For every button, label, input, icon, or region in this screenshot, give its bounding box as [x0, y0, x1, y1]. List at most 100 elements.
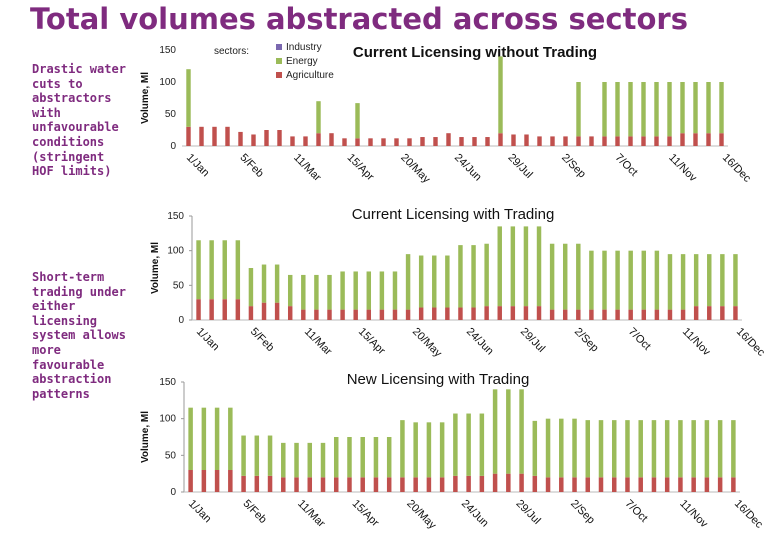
bar-energy — [523, 226, 529, 307]
bar-energy — [307, 442, 313, 478]
bar-agriculture — [329, 133, 334, 146]
x-tick-label: 24/Jun — [452, 152, 484, 184]
bar-energy — [400, 420, 405, 478]
bar-energy — [693, 82, 698, 134]
x-tick-label: 1/Jan — [184, 152, 212, 180]
chart-title: Current Licensing with Trading — [352, 206, 555, 223]
bar-agriculture — [445, 307, 450, 320]
bar-agriculture — [598, 477, 604, 492]
bar-agriculture — [355, 138, 360, 146]
bar-agriculture — [228, 470, 233, 492]
legend-item-agriculture: Agriculture — [286, 70, 334, 81]
bar-agriculture — [602, 309, 607, 320]
bar-agriculture — [392, 309, 398, 320]
bar-energy — [598, 420, 604, 478]
bar-energy — [235, 240, 241, 300]
bar-energy — [625, 420, 630, 478]
bar-agriculture — [225, 126, 230, 146]
bar-energy — [347, 437, 352, 478]
bar-energy — [355, 103, 360, 139]
bar-energy — [445, 255, 450, 308]
bar-energy — [228, 407, 233, 470]
bar-energy — [274, 264, 280, 303]
bar-agriculture — [506, 473, 511, 492]
x-tick-label: 5/Feb — [248, 326, 276, 354]
bar-agriculture — [479, 475, 485, 492]
bar-agriculture — [373, 477, 379, 492]
bar-agriculture — [281, 477, 286, 492]
bar-agriculture — [641, 309, 647, 320]
bar-agriculture — [267, 475, 273, 492]
bar-agriculture — [563, 136, 568, 146]
bar-agriculture — [680, 309, 686, 320]
bar-agriculture — [585, 477, 591, 492]
x-tick-label: 2/Sep — [559, 152, 588, 181]
bar-energy — [287, 274, 293, 307]
bar-agriculture — [706, 133, 711, 146]
bar-energy — [360, 437, 365, 478]
bar-energy — [366, 271, 372, 310]
bar-agriculture — [307, 477, 313, 492]
bar-agriculture — [333, 477, 339, 492]
bar-agriculture — [545, 477, 551, 492]
bar-agriculture — [664, 477, 670, 492]
bar-agriculture — [572, 477, 577, 492]
bar-energy — [214, 407, 220, 470]
bar-energy — [719, 82, 724, 134]
bar-agriculture — [704, 477, 710, 492]
bar-agriculture — [667, 136, 672, 146]
bar-agriculture — [405, 309, 411, 320]
bar-agriculture — [532, 475, 538, 492]
bar-agriculture — [420, 137, 425, 146]
bar-energy — [484, 243, 489, 307]
bar-energy — [340, 271, 345, 310]
bar-agriculture — [549, 309, 555, 320]
bar-energy — [479, 413, 485, 476]
x-tick-label: 7/Oct — [623, 498, 650, 525]
bar-energy — [506, 389, 511, 474]
x-tick-label: 29/Jul — [505, 152, 534, 181]
bar-energy — [201, 407, 207, 470]
bar-energy — [209, 240, 214, 300]
bar-energy — [651, 420, 657, 478]
legend-item-industry: Industry — [286, 42, 322, 53]
y-axis-label: Volume, Ml — [140, 411, 151, 463]
bar-energy — [439, 422, 445, 478]
bar-agriculture — [453, 475, 458, 492]
y-tick-label: 150 — [159, 45, 176, 56]
bar-agriculture — [360, 477, 365, 492]
bar-energy — [196, 240, 201, 300]
bar-agriculture — [484, 306, 489, 320]
bar-energy — [572, 418, 577, 478]
x-tick-label: 11/Mar — [295, 498, 327, 530]
bar-energy — [405, 254, 411, 310]
y-tick-label: 0 — [170, 141, 176, 152]
bar-agriculture — [241, 475, 246, 492]
bar-agriculture — [667, 309, 673, 320]
x-tick-label: 24/Jun — [459, 498, 491, 530]
bar-agriculture — [353, 309, 358, 320]
y-tick-label: 150 — [167, 211, 184, 222]
bar-agriculture — [536, 306, 542, 320]
bar-agriculture — [264, 130, 269, 146]
bar-energy — [641, 82, 646, 137]
bar-agriculture — [446, 133, 451, 146]
bar-energy — [532, 420, 538, 476]
bar-energy — [536, 226, 542, 307]
bar-agriculture — [731, 477, 736, 492]
x-tick-label: 11/Nov — [677, 498, 710, 531]
bar-energy — [585, 420, 591, 478]
bar-agriculture — [519, 473, 524, 492]
bar-energy — [667, 254, 673, 310]
chart-panel-1: Current Licensing without Trading Volume,… — [140, 42, 753, 186]
y-tick-label: 100 — [167, 246, 184, 257]
bar-agriculture — [379, 309, 385, 320]
bar-energy — [426, 422, 432, 478]
bar-agriculture — [733, 306, 738, 320]
bar-agriculture — [316, 133, 321, 146]
bar-energy — [458, 245, 463, 308]
bar-agriculture — [199, 126, 204, 146]
bar-agriculture — [261, 302, 267, 320]
y-tick-label: 100 — [159, 77, 176, 88]
x-tick-label: 2/Sep — [572, 326, 601, 355]
